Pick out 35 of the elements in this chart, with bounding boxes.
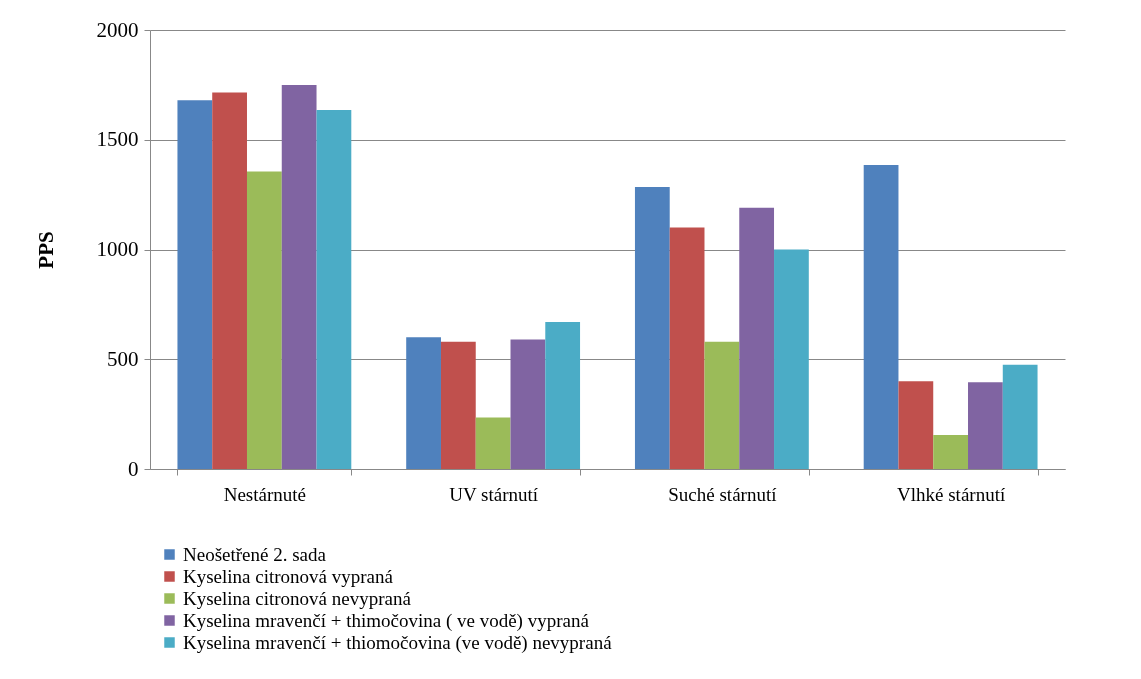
bar — [177, 100, 213, 469]
legend-label: Kyselina mravenčí + thiomočovina (ve vodě) nevypraná — [183, 631, 613, 654]
bar — [863, 164, 899, 469]
y-tick-label: 500 — [107, 346, 139, 371]
bar — [774, 249, 809, 469]
bar — [634, 186, 670, 469]
bar — [475, 417, 511, 469]
bar — [1002, 364, 1038, 469]
legend-label: Kyselina citronová vypraná — [183, 565, 394, 587]
legend-label: Neošetřené 2. sada — [183, 543, 327, 565]
bar — [406, 337, 441, 469]
x-tick-label: UV stárnutí — [449, 483, 539, 505]
bar — [739, 207, 775, 469]
bar — [212, 92, 247, 469]
bar — [246, 171, 282, 469]
legend-label: Kyselina mravenčí + thimočovina ( ve vodě) vypraná — [183, 609, 590, 632]
y-tick-label: 1000 — [96, 237, 139, 261]
y-axis-title: PPS — [33, 231, 58, 269]
bar — [281, 84, 317, 469]
x-tick-label: Vlhké stárnutí — [897, 483, 1006, 505]
bar — [933, 434, 969, 469]
bar — [440, 341, 476, 469]
x-tick-label: Suché stárnutí — [668, 483, 778, 505]
bar — [704, 341, 740, 469]
y-tick-label: 2000 — [96, 17, 139, 42]
bar — [316, 110, 352, 469]
y-tick-label: 1500 — [96, 127, 139, 152]
x-tick-label: Nestárnuté — [223, 483, 307, 505]
bar — [968, 382, 1003, 469]
legend-label: Kyselina citronová nevypraná — [183, 587, 412, 609]
y-tick-label: 0 — [128, 456, 139, 481]
bar — [510, 339, 546, 469]
bar — [669, 227, 705, 469]
bar — [545, 321, 581, 469]
bar — [898, 381, 934, 469]
